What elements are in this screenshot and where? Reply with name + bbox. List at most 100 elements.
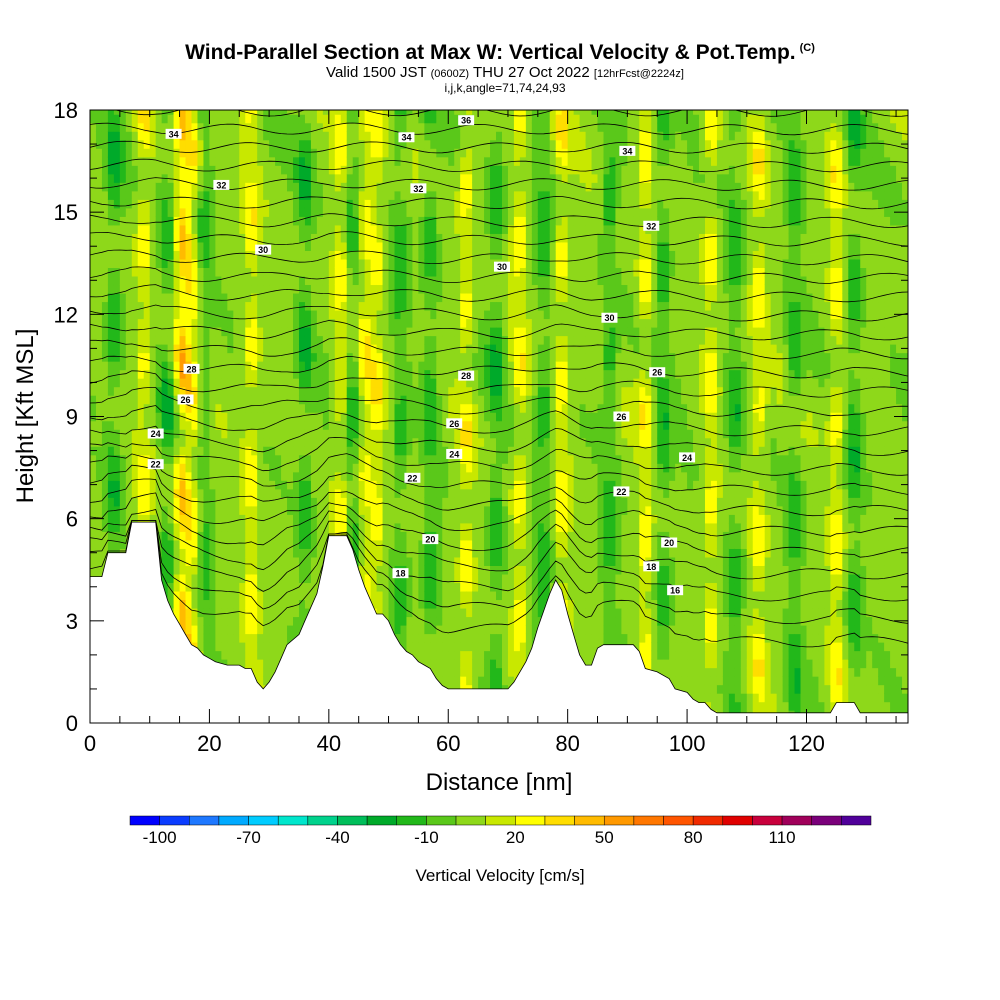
x-tick-label: 40 <box>317 731 341 756</box>
colorbar-swatch <box>426 815 457 826</box>
forecast-tag: [12hrFcst@2224z] <box>593 68 684 80</box>
y-tick-label: 12 <box>54 302 78 327</box>
contour-label: 22 <box>147 459 164 470</box>
colorbar-swatch <box>218 815 249 826</box>
chart-title: Wind-Parallel Section at Max W: Vertical… <box>0 36 1000 65</box>
contour-label-text: 22 <box>151 460 161 470</box>
x-axis-title: Distance [nm] <box>426 769 573 796</box>
colorbar-label: 50 <box>595 828 614 847</box>
colorbar-swatch <box>366 815 398 826</box>
contour-label: 16 <box>667 585 684 596</box>
y-tick-label: 3 <box>66 609 78 634</box>
contour-label-text: 20 <box>425 535 435 545</box>
colorbar-label: -70 <box>236 828 261 847</box>
contour-label: 20 <box>422 534 439 545</box>
contour-label-text: 22 <box>616 487 626 497</box>
contour-label: 28 <box>183 363 200 374</box>
colorbar-swatch <box>129 815 160 826</box>
colorbar-swatch <box>752 815 783 826</box>
contour-label: 34 <box>398 132 415 143</box>
contour-label-text: 26 <box>449 419 459 429</box>
x-tick-label: 20 <box>197 731 221 756</box>
colorbar: -100 -70 -40 -10 20 50 80 110 <box>129 815 872 847</box>
colorbar-swatch <box>781 815 812 826</box>
colorbar-label: -40 <box>325 828 350 847</box>
contour-label-text: 32 <box>216 180 226 190</box>
contour-label: 34 <box>619 145 636 156</box>
contour-label: 28 <box>458 370 475 381</box>
contour-label: 24 <box>679 452 696 463</box>
contour-label: 18 <box>643 561 660 572</box>
contour-label-text: 24 <box>682 453 692 463</box>
x-axis: 0 20 40 60 80 100 120 <box>84 110 897 756</box>
copyright-mark: (C) <box>799 42 815 54</box>
chart-title-block: Wind-Parallel Section at Max W: Vertical… <box>0 36 1000 94</box>
contour-label: 26 <box>446 418 463 429</box>
contour-labels: 34 36 34 34 32 32 32 30 30 30 28 28 26 26 26 26 24 24 24 22… <box>147 115 696 596</box>
title-main: Wind-Parallel Section at Max W: Vertical… <box>185 41 796 64</box>
contour-label-text: 26 <box>181 395 191 405</box>
colorbar-label: 110 <box>769 828 796 847</box>
contour-label: 36 <box>458 115 475 126</box>
valid-time-line: Valid 1500 JST (0600Z) THU 27 Oct 2022 [… <box>0 65 1000 82</box>
colorbar-swatch <box>337 815 368 826</box>
contour-label: 30 <box>493 261 510 272</box>
colorbar-swatch <box>248 815 279 826</box>
contour-label-text: 26 <box>616 412 626 422</box>
velocity-field <box>90 110 908 723</box>
x-tick-label: 60 <box>436 731 460 756</box>
contour-label-text: 24 <box>151 429 161 439</box>
colorbar-swatch <box>603 815 635 826</box>
contour-label-text: 32 <box>646 221 656 231</box>
colorbar-swatch <box>663 815 694 826</box>
contour-label-text: 22 <box>407 473 417 483</box>
theta-contours <box>90 110 908 648</box>
contour-label: 18 <box>392 568 409 579</box>
contour-label-text: 34 <box>622 146 632 156</box>
colorbar-title: Vertical Velocity [cm/s] <box>415 866 584 885</box>
x-tick-label: 100 <box>669 731 706 756</box>
colorbar-label: -10 <box>414 828 439 847</box>
contour-label: 24 <box>147 428 164 439</box>
contour-label: 32 <box>213 179 230 190</box>
y-tick-label: 6 <box>66 507 78 532</box>
x-tick-label: 120 <box>788 731 825 756</box>
contour-label: 34 <box>165 128 182 139</box>
colorbar-swatch <box>811 815 842 826</box>
contour-label-text: 36 <box>461 116 471 126</box>
colorbar-swatch <box>841 815 872 826</box>
contour-label-text: 18 <box>395 569 405 579</box>
contour-label-text: 18 <box>646 562 656 572</box>
contour-label-text: 26 <box>652 368 662 378</box>
colorbar-swatch <box>485 815 516 826</box>
contour-label: 32 <box>410 183 427 194</box>
contour-label: 30 <box>601 312 618 323</box>
colorbar-swatch <box>692 815 724 826</box>
x-tick-label: 80 <box>555 731 579 756</box>
y-axis-title: Height [Kft MSL] <box>12 329 39 504</box>
valid-date: THU 27 Oct 2022 <box>473 64 590 81</box>
colorbar-swatch <box>722 815 753 826</box>
colorbar-label: -100 <box>143 828 177 847</box>
contour-label: 30 <box>255 244 272 255</box>
contour-label-text: 30 <box>258 245 268 255</box>
terrain-mask <box>89 521 909 724</box>
contour-label-text: 30 <box>604 313 614 323</box>
y-tick-label: 9 <box>66 405 78 430</box>
colorbar-swatch <box>396 815 427 826</box>
y-tick-label: 15 <box>54 200 78 225</box>
x-tick-label: 0 <box>84 731 96 756</box>
contour-label: 24 <box>446 448 463 459</box>
colorbar-swatch <box>515 815 546 826</box>
contour-label: 26 <box>613 411 630 422</box>
colorbar-swatch <box>574 815 605 826</box>
contour-label: 26 <box>177 394 194 405</box>
colorbar-swatch <box>189 815 220 826</box>
valid-prefix: Valid 1500 JST <box>326 64 427 81</box>
colorbar-label: 80 <box>684 828 703 847</box>
contour-label-text: 28 <box>461 371 471 381</box>
contour-label: 32 <box>643 220 660 231</box>
y-tick-label: 18 <box>54 98 78 123</box>
colorbar-label: 20 <box>506 828 525 847</box>
